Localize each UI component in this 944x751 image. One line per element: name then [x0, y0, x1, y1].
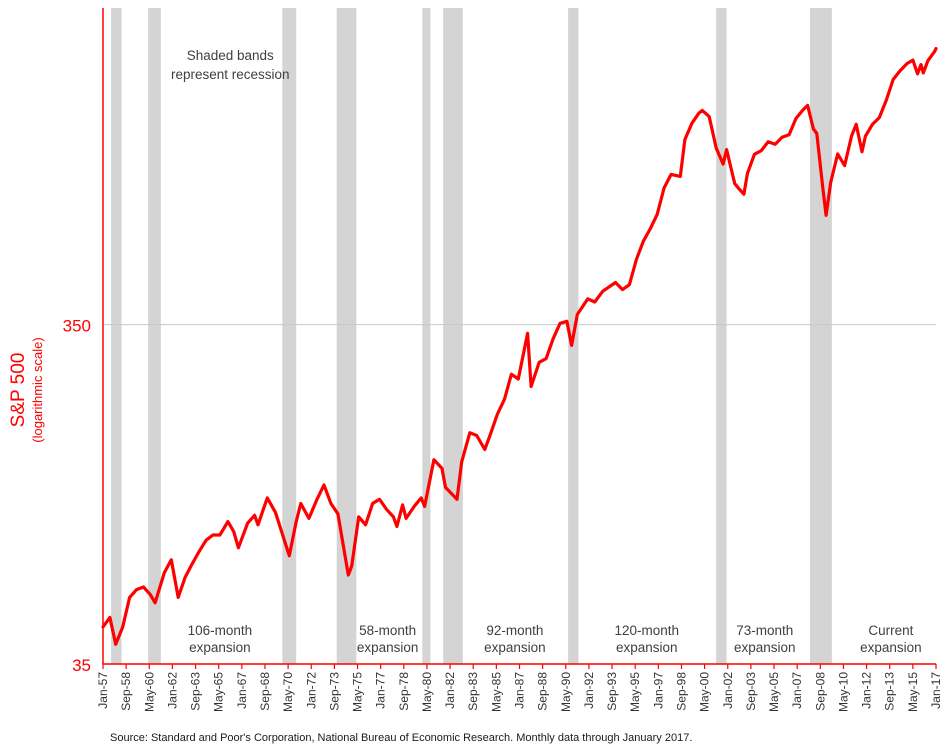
recession-band [111, 8, 122, 664]
expansion-label-line1: 92-month [486, 623, 543, 638]
x-tick-label: May-60 [142, 672, 156, 712]
x-tick-label: May-95 [628, 672, 642, 712]
x-tick-label: May-05 [767, 672, 781, 712]
recession-bands [111, 8, 832, 664]
x-tick-label: Jan-82 [443, 672, 457, 709]
series-line [101, 47, 938, 646]
x-tick-label: Sep-08 [813, 672, 827, 711]
x-tick-label: Sep-68 [258, 672, 272, 711]
x-tick-label: Jan-12 [860, 672, 874, 709]
expansion-label-line2: expansion [734, 640, 796, 655]
x-tick-label: May-85 [489, 672, 503, 712]
x-tick-label: Jan-07 [790, 672, 804, 709]
x-tick-label: Jan-72 [304, 672, 318, 709]
expansion-label-line2: expansion [484, 640, 546, 655]
x-tick-label: Sep-93 [605, 672, 619, 711]
x-tick-label: May-00 [698, 672, 712, 712]
expansion-label-line2: expansion [357, 640, 419, 655]
x-tick-label: May-90 [559, 672, 573, 712]
x-tick-label: Jan-17 [929, 672, 943, 709]
x-tick-label: Jan-87 [513, 672, 527, 709]
x-axis: Jan-57 Sep-58 May-60 Jan-62 Sep-63 May-65 Jan-… [96, 8, 943, 712]
y-axis-sublabel: (logarithmic scale) [30, 337, 45, 442]
x-tick-label: Jan-67 [235, 672, 249, 709]
annotation-text: Shaded bands [187, 48, 274, 63]
recession-band [809, 8, 832, 664]
x-tick-label: May-15 [906, 672, 920, 712]
y-tick-label: 35 [72, 656, 91, 675]
x-tick-label: Jan-97 [651, 672, 665, 709]
expansion-label-line1: 58-month [359, 623, 416, 638]
x-tick-label: Jan-92 [582, 672, 596, 709]
expansion-label-line2: expansion [860, 640, 922, 655]
y-axis-label: S&P 500 [8, 353, 29, 428]
recession-band [443, 8, 463, 664]
x-tick-label: Jan-77 [374, 672, 388, 709]
recession-band [422, 8, 431, 664]
recession-band [716, 8, 727, 664]
x-tick-label: Sep-83 [466, 672, 480, 711]
y-axis-title: S&P 500 (logarithmic scale) [8, 337, 45, 442]
expansion-label-line1: 73-month [736, 623, 793, 638]
x-tick-label: Sep-13 [883, 672, 897, 711]
x-tick-label: Sep-73 [327, 672, 341, 711]
x-tick-label: Sep-98 [674, 672, 688, 711]
x-tick-label: May-70 [281, 672, 295, 712]
annotations: Shaded bands represent recession 106-month… [171, 48, 922, 655]
x-tick-label: May-10 [836, 672, 850, 712]
x-tick-label: Sep-03 [744, 672, 758, 711]
x-tick-label: May-75 [351, 672, 365, 712]
expansion-label-line1: 106-month [188, 623, 253, 638]
source-note: Source: Standard and Poor's Corporation,… [110, 732, 693, 744]
recession-band [148, 8, 161, 664]
x-tick-label: May-65 [212, 672, 226, 712]
expansion-label-line1: 120-month [614, 623, 679, 638]
x-tick-label: Sep-63 [189, 672, 203, 711]
x-tick-label: Sep-58 [119, 672, 133, 711]
expansion-label-line1: Current [868, 623, 913, 638]
x-tick-label: Jan-02 [721, 672, 735, 709]
series-line-group [101, 47, 938, 646]
recession-band [336, 8, 357, 664]
x-tick-label: Sep-78 [397, 672, 411, 711]
x-tick-label: Sep-88 [536, 672, 550, 711]
y-tick-label: 350 [63, 317, 91, 336]
expansion-label-line2: expansion [189, 640, 251, 655]
expansion-label-line2: expansion [616, 640, 678, 655]
y-tick-labels: 35 350 [63, 317, 91, 675]
recession-band [282, 8, 297, 664]
x-tick-label: May-80 [420, 672, 434, 712]
x-tick-label: Jan-57 [96, 672, 110, 709]
annotation-text: represent recession [171, 67, 290, 82]
x-tick-label: Jan-62 [165, 672, 179, 709]
